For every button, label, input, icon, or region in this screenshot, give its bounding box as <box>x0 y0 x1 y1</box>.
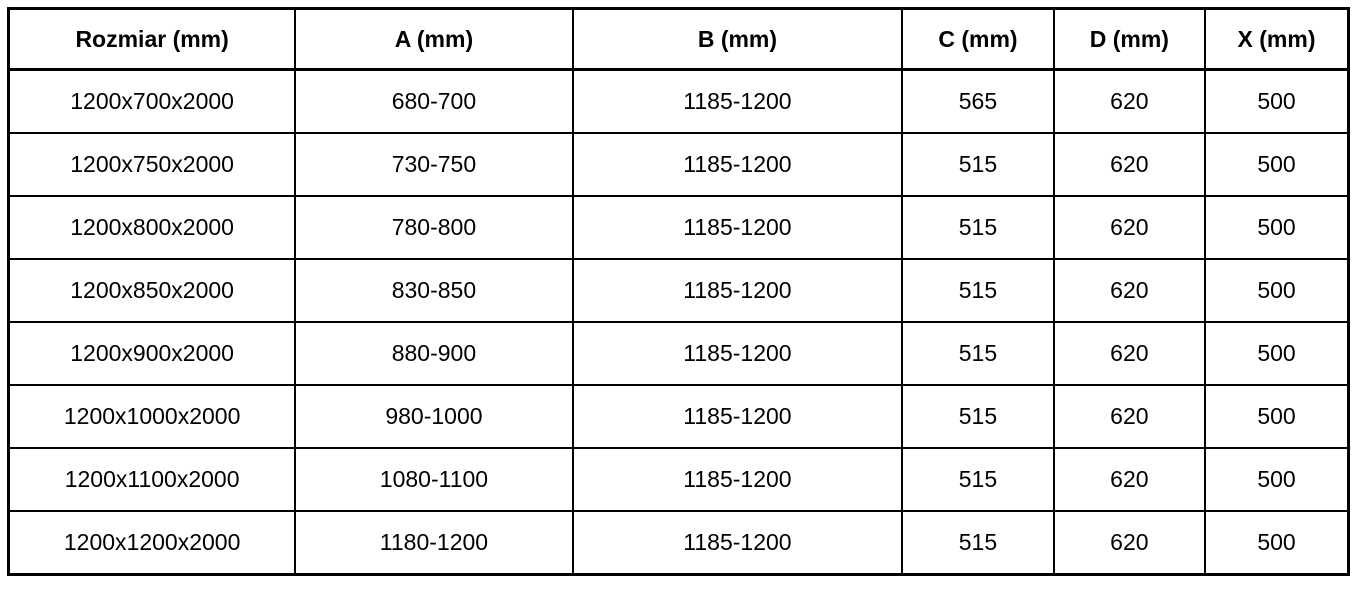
table-row: 1200x850x2000 830-850 1185-1200 515 620 500 <box>7 258 1350 323</box>
header-row: Rozmiar (mm) A (mm) B (mm) C (mm) D (mm)… <box>7 7 1350 71</box>
table-cell: 500 <box>1204 195 1350 260</box>
table-cell: 1185-1200 <box>571 68 904 134</box>
table-cell: 1200x1000x2000 <box>7 384 297 449</box>
table-row: 1200x900x2000 880-900 1185-1200 515 620 500 <box>7 321 1350 386</box>
header-cell-c: C (mm) <box>901 7 1055 71</box>
table-row: 1200x1100x2000 1080-1100 1185-1200 515 620 50… <box>7 447 1350 512</box>
table-body: 1200x700x2000 680-700 1185-1200 565 620 500 12… <box>7 68 1350 576</box>
header-cell-d: D (mm) <box>1052 7 1207 71</box>
table-cell: 1200x700x2000 <box>7 68 297 134</box>
table-cell: 980-1000 <box>294 384 574 449</box>
table-cell: 1200x900x2000 <box>7 321 297 386</box>
table-cell: 730-750 <box>294 132 574 197</box>
table-cell: 1185-1200 <box>571 510 904 576</box>
table-row: 1200x1000x2000 980-1000 1185-1200 515 620 500 <box>7 384 1350 449</box>
table-cell: 500 <box>1204 510 1350 576</box>
table-cell: 1185-1200 <box>571 384 904 449</box>
table-cell: 620 <box>1052 68 1207 134</box>
table-cell: 515 <box>901 132 1055 197</box>
table-cell: 1080-1100 <box>294 447 574 512</box>
table-row: 1200x700x2000 680-700 1185-1200 565 620 500 <box>7 68 1350 134</box>
table-cell: 1200x750x2000 <box>7 132 297 197</box>
table-cell: 620 <box>1052 258 1207 323</box>
header-cell-x: X (mm) <box>1204 7 1350 71</box>
table-cell: 1185-1200 <box>571 195 904 260</box>
table-cell: 515 <box>901 195 1055 260</box>
table-cell: 515 <box>901 510 1055 576</box>
table-cell: 780-800 <box>294 195 574 260</box>
table-cell: 680-700 <box>294 68 574 134</box>
table-cell: 500 <box>1204 258 1350 323</box>
table-cell: 620 <box>1052 132 1207 197</box>
table-header: Rozmiar (mm) A (mm) B (mm) C (mm) D (mm)… <box>7 7 1350 71</box>
table-cell: 1185-1200 <box>571 321 904 386</box>
header-cell-a: A (mm) <box>294 7 574 71</box>
table-cell: 1185-1200 <box>571 132 904 197</box>
table-cell: 515 <box>901 258 1055 323</box>
table-cell: 1200x1100x2000 <box>7 447 297 512</box>
table-cell: 515 <box>901 384 1055 449</box>
table-cell: 500 <box>1204 447 1350 512</box>
dimensions-table: Rozmiar (mm) A (mm) B (mm) C (mm) D (mm)… <box>7 7 1350 576</box>
table-cell: 620 <box>1052 321 1207 386</box>
table-cell: 500 <box>1204 68 1350 134</box>
table-cell: 1185-1200 <box>571 447 904 512</box>
table-cell: 1200x800x2000 <box>7 195 297 260</box>
table-cell: 500 <box>1204 321 1350 386</box>
table-cell: 620 <box>1052 447 1207 512</box>
table-row: 1200x800x2000 780-800 1185-1200 515 620 500 <box>7 195 1350 260</box>
table-cell: 880-900 <box>294 321 574 386</box>
table-cell: 830-850 <box>294 258 574 323</box>
table-cell: 515 <box>901 447 1055 512</box>
table-cell: 620 <box>1052 510 1207 576</box>
table-cell: 500 <box>1204 132 1350 197</box>
table-row: 1200x1200x2000 1180-1200 1185-1200 515 620 50… <box>7 510 1350 576</box>
table-cell: 620 <box>1052 384 1207 449</box>
table-cell: 1180-1200 <box>294 510 574 576</box>
table-cell: 1200x850x2000 <box>7 258 297 323</box>
header-cell-rozmiar: Rozmiar (mm) <box>7 7 297 71</box>
table-cell: 1185-1200 <box>571 258 904 323</box>
table-cell: 515 <box>901 321 1055 386</box>
table-cell: 620 <box>1052 195 1207 260</box>
table-cell: 500 <box>1204 384 1350 449</box>
table-row: 1200x750x2000 730-750 1185-1200 515 620 500 <box>7 132 1350 197</box>
header-cell-b: B (mm) <box>571 7 904 71</box>
table-cell: 1200x1200x2000 <box>7 510 297 576</box>
table-cell: 565 <box>901 68 1055 134</box>
